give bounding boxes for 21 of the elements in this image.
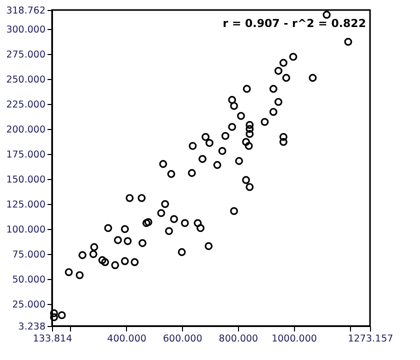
y-tick-label: 150.000 — [6, 174, 46, 186]
y-tick-label: 275.000 — [6, 49, 46, 60]
x-tick-label: 1273.157 — [348, 334, 394, 344]
x-tick-label: 400.000 — [107, 334, 146, 344]
y-tick-label: 300.000 — [6, 24, 46, 36]
y-tick-label: 75.000 — [12, 250, 46, 261]
x-tick-label: 600.000 — [162, 334, 202, 344]
x-tick-label: 800.000 — [218, 334, 258, 344]
x-tick-label: 133.814 — [32, 334, 72, 344]
y-tick-label: 3.238 — [18, 322, 46, 332]
y-tick-label: 100.000 — [6, 224, 46, 236]
y-tick-label: 175.000 — [6, 149, 46, 160]
y-tick-label: 50.000 — [12, 274, 46, 286]
y-tick-label: 25.000 — [12, 300, 46, 311]
y-tick-label: 125.000 — [6, 200, 46, 211]
x-tick-label: 1000.000 — [272, 334, 317, 344]
y-tick-label: 318.762 — [6, 6, 46, 16]
y-tick-label: 250.000 — [6, 74, 46, 86]
y-tick-label: 200.000 — [6, 124, 46, 136]
annotation: r = 0.907 - r^2 = 0.822 — [222, 17, 366, 30]
y-tick-label: 225.000 — [6, 99, 46, 110]
